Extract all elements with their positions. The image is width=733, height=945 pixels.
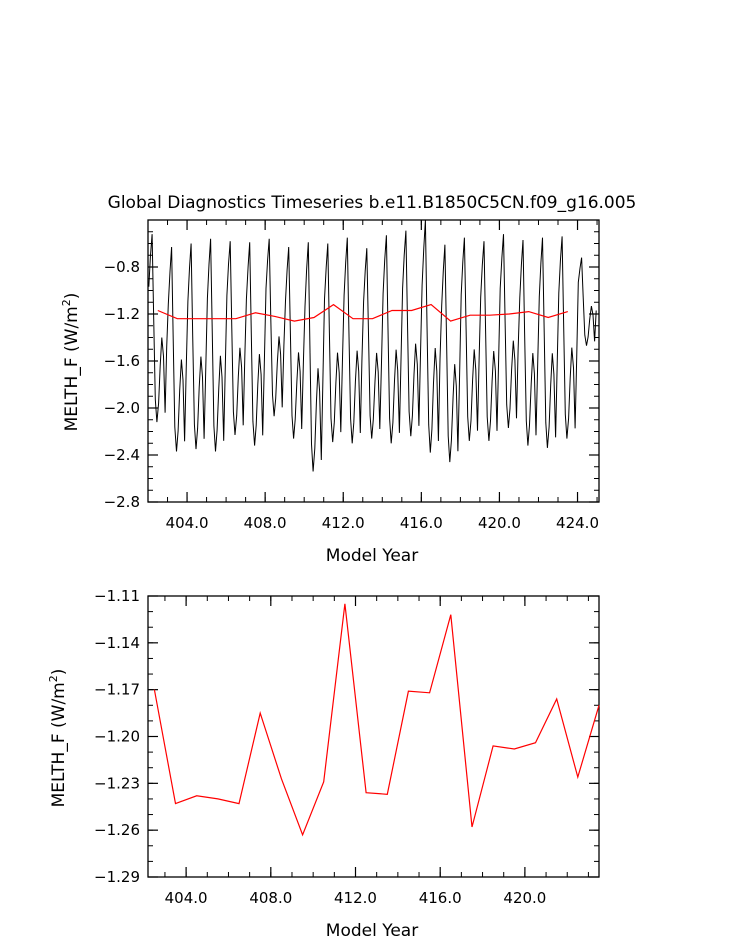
bottom-y-axis-label: MELTH_F (W/m2) [47,669,69,808]
bottom-chart: 404.0 408.0 412.0 416.0 420.0 −1.29 −1.26 −1.23… [47,587,600,941]
top-y-tick-label: −2.8 [104,493,140,511]
top-chart: Global Diagnostics Timeseries b.e11.B185… [60,193,636,566]
bottom-y-axis-label-close: ) [49,669,69,676]
top-plot-area: 404.0 408.0 412.0 416.0 420.0 424.0 −2.8 −2.4 −2… [104,219,600,532]
top-y-axis-label-sup: 2 [60,299,73,306]
bottom-y-tick-label: −1.26 [94,821,140,839]
top-y-tick-label: −2.0 [104,399,140,417]
bottom-x-tick-label: 412.0 [334,889,377,907]
bottom-x-tick-label: 408.0 [249,889,292,907]
bottom-x-axis-label: Model Year [326,921,418,941]
top-y-axis-label: MELTH_F (W/m2) [60,293,82,432]
top-x-tick-label: 424.0 [556,514,599,532]
bottom-plot-area: 404.0 408.0 412.0 416.0 420.0 −1.29 −1.26 −1.23… [94,587,600,907]
top-chart-title: Global Diagnostics Timeseries b.e11.B185… [108,193,637,213]
bottom-x-tick-label: 404.0 [165,889,208,907]
top-x-axis-label: Model Year [326,546,418,566]
top-plot-frame [147,219,600,503]
bottom-y-tick-label: −1.14 [94,634,140,652]
top-y-tick-label: −1.6 [104,352,140,370]
bottom-x-tick-label: 416.0 [419,889,462,907]
top-y-tick-label: −1.2 [104,305,140,323]
bottom-y-tick-label: −1.20 [94,728,140,746]
bottom-y-axis-label-sup: 2 [47,675,60,682]
top-y-axis-label-close: ) [62,293,82,300]
bottom-plot-frame [147,595,600,878]
top-x-tick-label: 404.0 [166,514,209,532]
bottom-y-tick-label: −1.29 [94,868,140,886]
top-monthly-series-line [148,219,597,472]
top-annual-mean-line [157,303,568,322]
top-x-tick-label: 408.0 [244,514,287,532]
top-x-tick-label: 420.0 [478,514,521,532]
bottom-x-tick-label: 420.0 [503,889,546,907]
top-y-tick-label: −0.8 [104,258,140,276]
bottom-y-tick-label: −1.23 [94,774,140,792]
top-x-tick-label: 416.0 [400,514,443,532]
top-x-tick-label: 412.0 [322,514,365,532]
top-y-tick-label: −2.4 [104,446,140,464]
top-y-axis-label-main: MELTH_F (W/m [62,306,82,431]
bottom-annual-mean-line [153,603,600,837]
bottom-y-tick-label: −1.11 [94,587,140,605]
bottom-y-tick-label: −1.17 [94,681,140,699]
bottom-y-axis-label-main: MELTH_F (W/m [49,682,69,807]
